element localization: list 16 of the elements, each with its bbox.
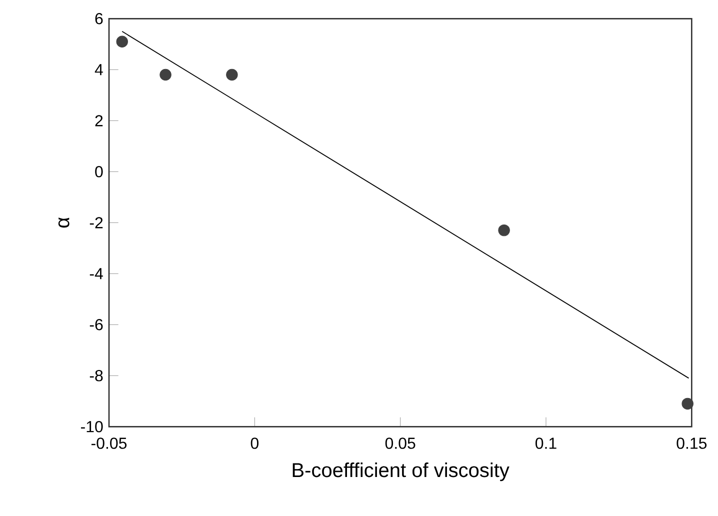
y-tick-label: -2 [90, 217, 103, 228]
x-tick-label: 0.1 [536, 438, 556, 449]
x-tick-label: -0.05 [91, 438, 127, 449]
x-tick-label: 0.05 [385, 438, 416, 449]
y-tick-label: -6 [90, 318, 103, 330]
y-tick-label: -4 [90, 268, 103, 280]
y-tick-label: 4 [94, 64, 103, 76]
x-tick-label: 0 [250, 438, 258, 449]
y-tick-label: 2 [95, 115, 103, 126]
y-tick-label: 0 [95, 166, 103, 178]
y-tick-label: -10 [80, 420, 103, 432]
x-axis-title: B-coeffficient of viscosity [292, 462, 510, 482]
y-tick-label: 6 [95, 13, 103, 24]
y-tick-label: -8 [90, 370, 103, 382]
y-axis-title: α [58, 217, 70, 228]
x-tick-label: 0.15 [676, 438, 707, 449]
